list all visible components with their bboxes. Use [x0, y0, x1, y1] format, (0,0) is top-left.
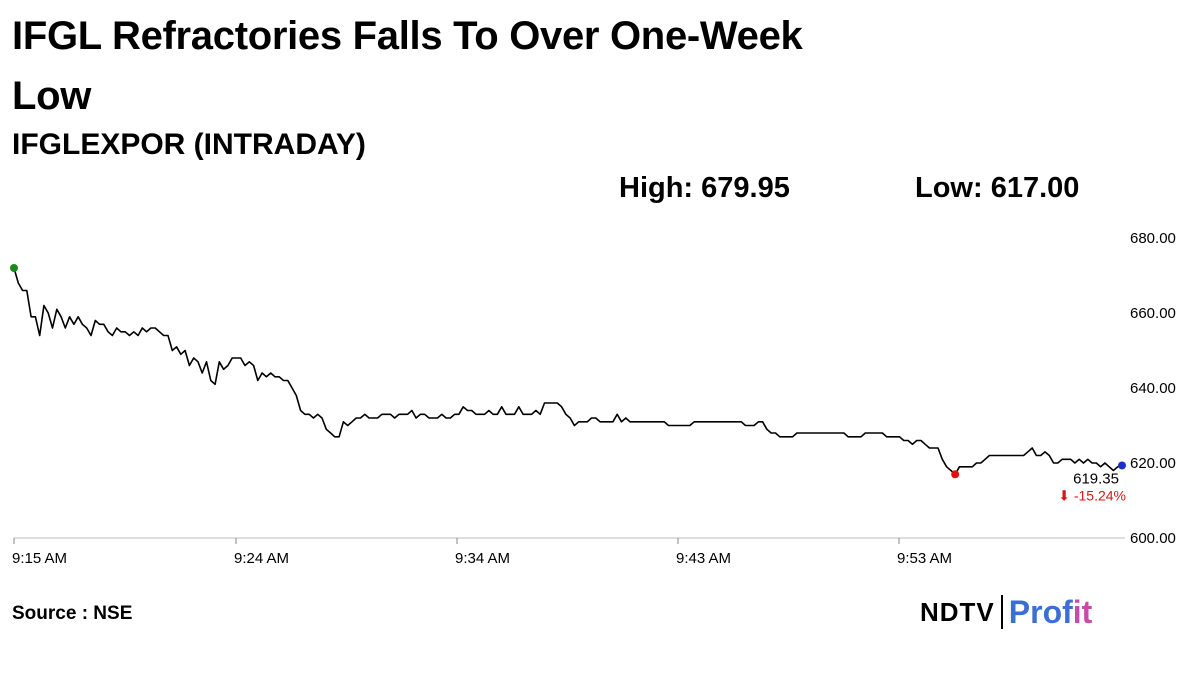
y-tick-label: 640.00 — [1130, 380, 1176, 397]
change-label: ⬇ -15.24% — [1058, 487, 1126, 503]
low-point-marker — [951, 470, 960, 479]
source-note: Source : NSE — [12, 603, 133, 624]
logo-profit-text: Profit — [1008, 593, 1093, 630]
x-tick-label: 9:53 AM — [897, 550, 952, 567]
chart-subtitle: IFGLEXPOR (INTRADAY) — [12, 128, 366, 161]
low-value: Low: 617.00 — [915, 172, 1080, 204]
start-point-marker — [10, 264, 18, 272]
end-point-marker — [1118, 461, 1126, 470]
x-tick-label: 9:43 AM — [676, 550, 731, 567]
ndtv-profit-logo: NDTV Profit — [920, 592, 1092, 632]
x-tick-label: 9:24 AM — [234, 550, 289, 567]
logo-divider — [1000, 595, 1003, 629]
y-tick-label: 620.00 — [1130, 455, 1176, 472]
price-line — [13, 267, 1123, 476]
headline: IFGL Refractories Falls To Over One-Week… — [12, 14, 803, 118]
high-value: High: 679.95 — [619, 172, 790, 204]
logo-ndtv-text: NDTV — [920, 596, 995, 627]
last-price-label: 619.35 — [1073, 470, 1119, 487]
x-tick-label: 9:34 AM — [455, 550, 510, 567]
y-tick-label: 600.00 — [1130, 530, 1176, 547]
y-tick-label: 660.00 — [1130, 305, 1176, 322]
x-tick-label: 9:15 AM — [12, 550, 67, 567]
y-tick-label: 680.00 — [1130, 230, 1176, 247]
